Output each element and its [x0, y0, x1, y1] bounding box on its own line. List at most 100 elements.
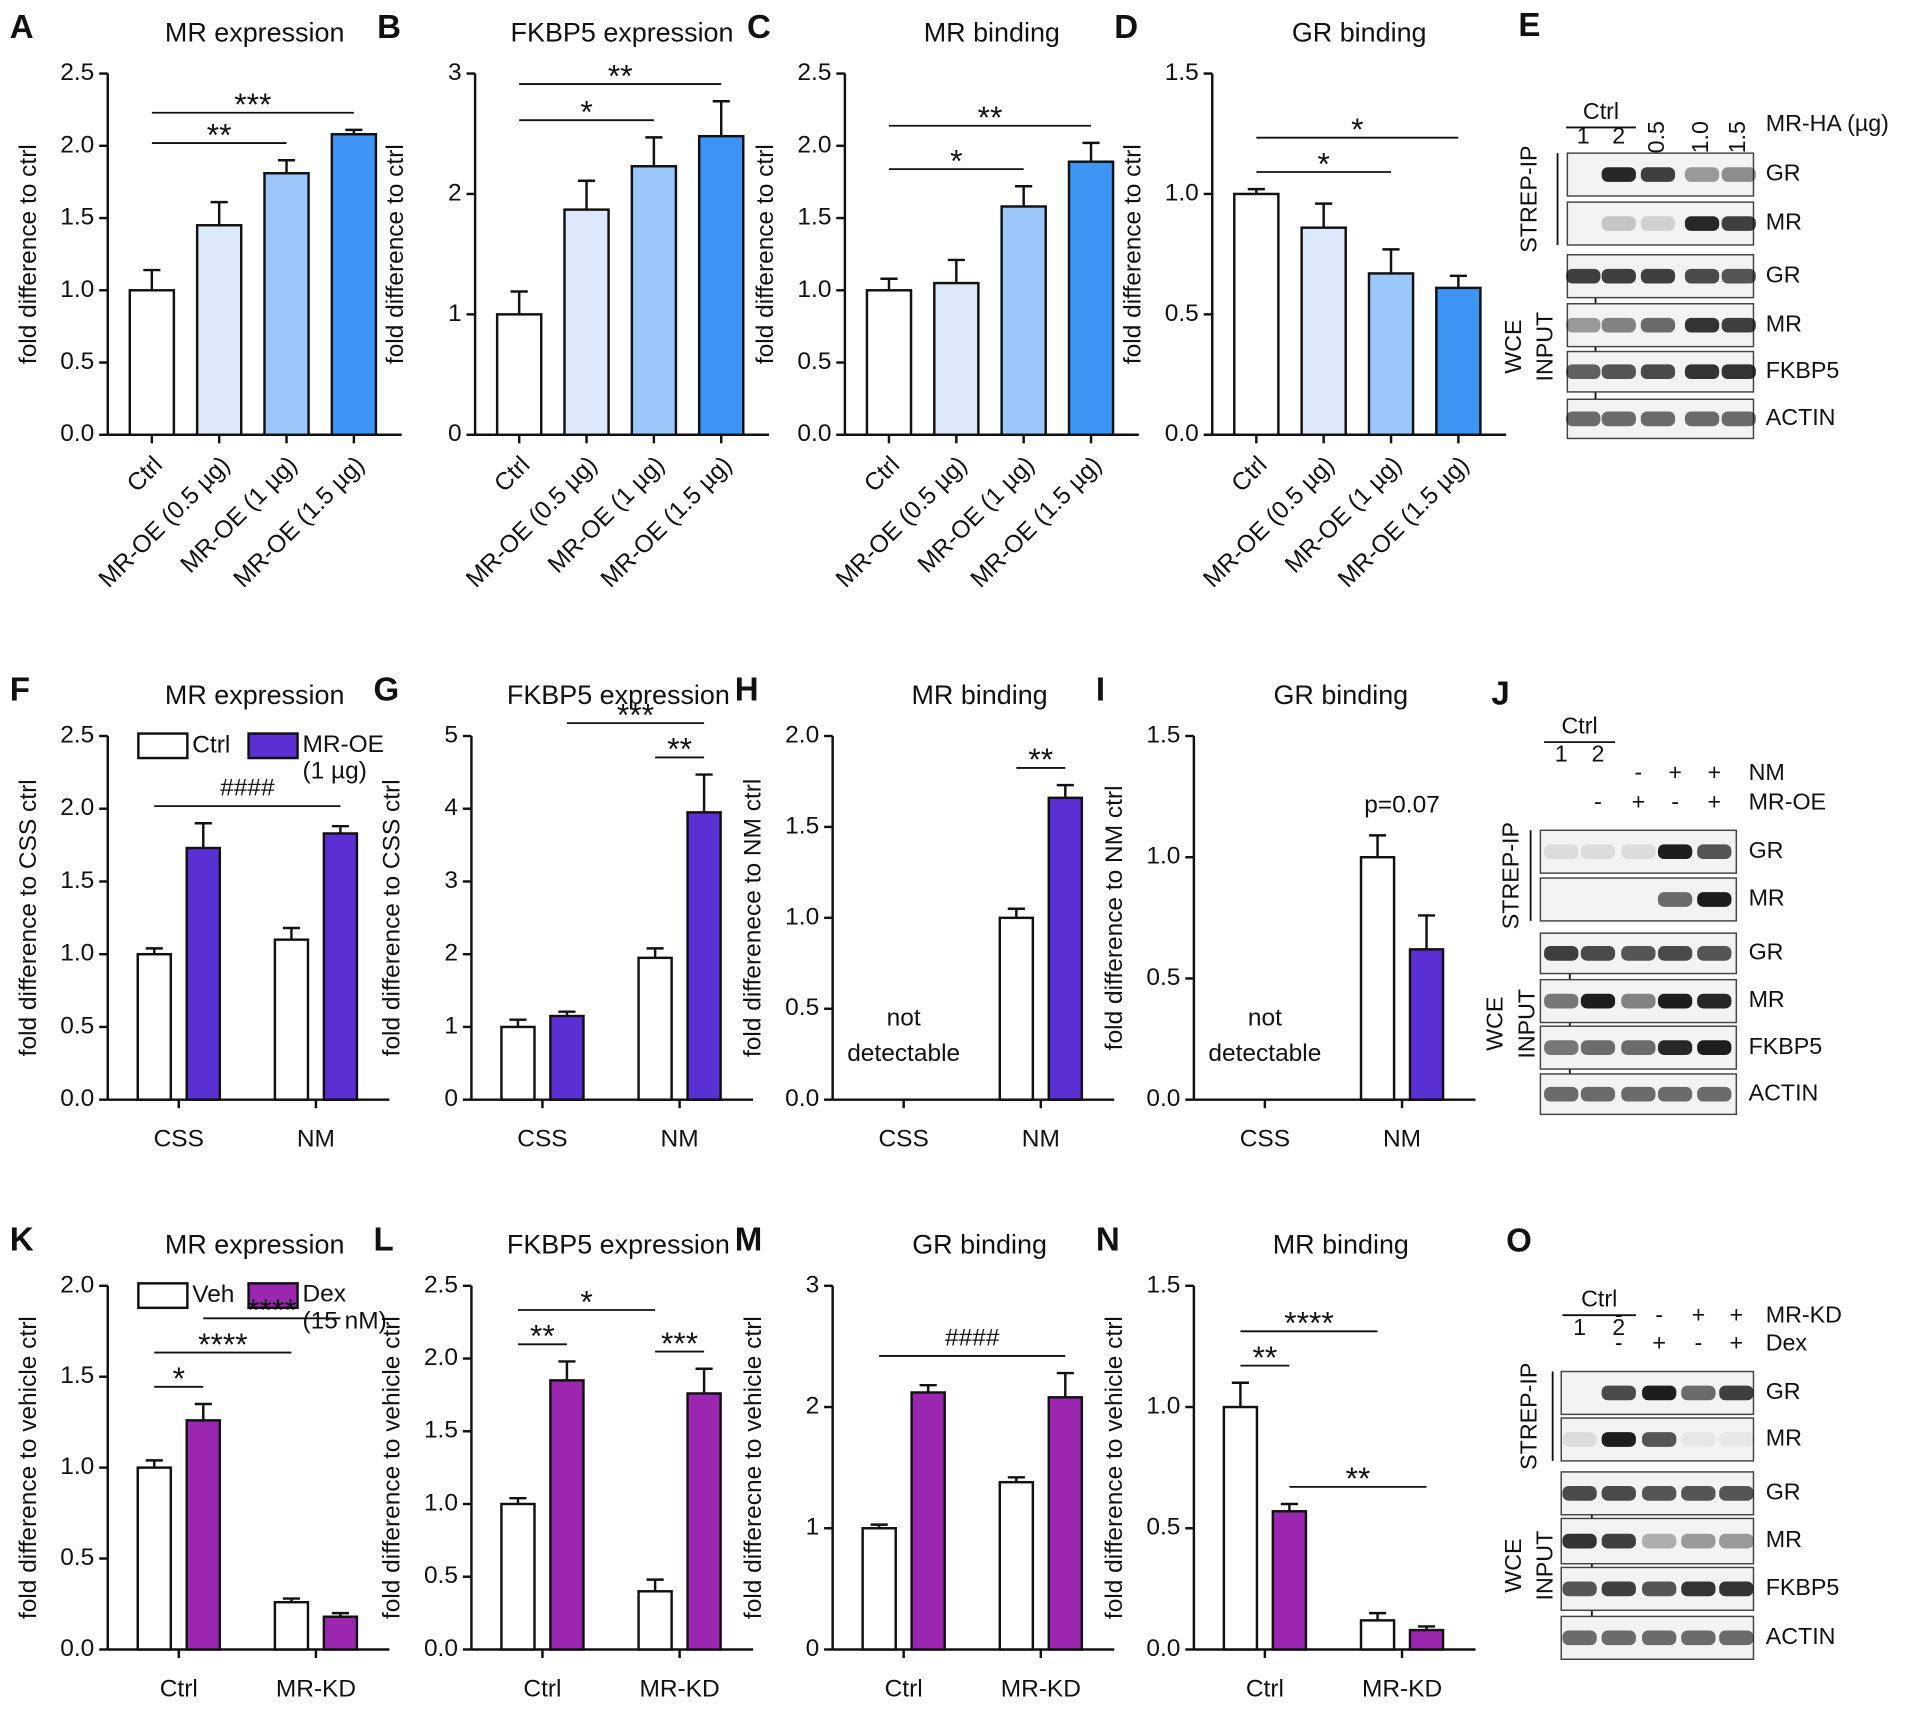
group-label: INPUT — [1532, 312, 1558, 382]
blot-band — [1566, 268, 1601, 284]
blot-band — [1719, 1385, 1754, 1401]
bar — [1359, 856, 1396, 1101]
blot-band — [1562, 1533, 1597, 1549]
x-tick-label: Ctrl — [160, 1675, 198, 1702]
bar — [686, 1392, 722, 1651]
bar — [1408, 948, 1445, 1101]
significance-label: **** — [1284, 1305, 1334, 1341]
x-tick-label: MR-KD — [639, 1675, 719, 1702]
significance-label: *** — [234, 86, 271, 122]
blot-band — [1697, 844, 1732, 860]
x-tick-label: CSS — [1240, 1126, 1290, 1153]
y-tick-label: 0.0 — [1146, 1085, 1180, 1112]
panel-letter: C — [747, 9, 771, 46]
y-tick-label: 0 — [806, 1635, 820, 1662]
note: not — [887, 1004, 921, 1031]
row-label: GR — [1766, 1378, 1801, 1404]
blot-band — [1601, 167, 1636, 182]
blot-band — [1601, 268, 1636, 284]
legend-label: Veh — [192, 1281, 234, 1308]
bar — [1047, 796, 1084, 1101]
legend-key — [247, 732, 299, 760]
blot-band — [1601, 216, 1636, 231]
panel-letter: O — [1506, 1223, 1532, 1260]
x-tick-label: Ctrl — [523, 1675, 561, 1702]
panel-letter: F — [10, 672, 30, 709]
y-tick-label: 1.0 — [60, 276, 94, 303]
x-tick-label: Ctrl — [1246, 1675, 1284, 1702]
bar — [549, 1379, 585, 1651]
lane-label: 1 — [1555, 741, 1568, 767]
bar — [185, 1419, 222, 1651]
blot-band — [1684, 216, 1720, 231]
significance-label: ** — [978, 99, 1003, 135]
blot-band — [1697, 993, 1732, 1009]
y-tick-label: 2 — [448, 179, 462, 206]
x-tick-label: NM — [1383, 1126, 1421, 1153]
condition-mark: + — [1692, 1302, 1706, 1328]
blot-band — [1640, 167, 1676, 182]
x-tick-label: MR-KD — [1362, 1675, 1442, 1702]
condition-mark: - — [1615, 1302, 1623, 1328]
y-tick-label: 2.5 — [60, 59, 94, 86]
row-label: MR — [1766, 1526, 1802, 1552]
row-label: GR — [1766, 261, 1801, 287]
blot-band — [1657, 1086, 1693, 1102]
note: not — [1248, 1004, 1282, 1031]
y-tick-label: 1.0 — [424, 1489, 458, 1516]
significance-label: ** — [1253, 1339, 1278, 1375]
blot-band — [1621, 993, 1656, 1009]
y-axis-label: fold difference to vehicle ctrl — [1101, 1316, 1128, 1619]
chart-title: FKBP5 expression — [507, 680, 730, 710]
y-tick-label: 0.0 — [60, 1085, 94, 1112]
y-axis-label: fold difference to vehicle ctrl — [379, 1316, 406, 1619]
x-tick-label: Ctrl — [885, 1675, 923, 1702]
blot-band — [1601, 1533, 1636, 1549]
y-tick-label: 1.0 — [797, 276, 831, 303]
blot-band — [1721, 411, 1756, 427]
condition-label: MR-OE — [1749, 788, 1827, 814]
blot-band — [1657, 946, 1693, 961]
y-tick-label: 0.5 — [60, 1012, 94, 1039]
y-axis-label: fold difference to ctrl — [1119, 144, 1146, 364]
blot-band — [1684, 411, 1720, 427]
y-axis-label: fold differecne to vehicle ctrl — [740, 1316, 767, 1619]
panel-letter: J — [1491, 675, 1509, 712]
blot-band — [1642, 1486, 1677, 1501]
blot-band — [1580, 1086, 1616, 1102]
bar — [500, 1025, 536, 1101]
bar — [185, 846, 222, 1101]
lane-label: 2 — [1612, 122, 1625, 148]
blot-band — [1681, 1581, 1716, 1597]
bar — [1435, 286, 1482, 437]
bar — [1300, 226, 1347, 437]
y-tick-label: 0.0 — [424, 1635, 458, 1662]
y-tick-label: 2.0 — [797, 131, 831, 158]
blot-band — [1566, 364, 1601, 380]
y-tick-label: 0.0 — [60, 1635, 94, 1662]
y-tick-label: 0.5 — [1165, 300, 1199, 327]
bar — [128, 289, 176, 437]
bar — [1271, 1510, 1308, 1651]
group-label: STREP-IP — [1516, 1363, 1542, 1470]
condition-mark: + — [1730, 1330, 1744, 1356]
blot-band — [1721, 364, 1756, 380]
blot-band — [1681, 1630, 1716, 1646]
condition-label: Dex — [1766, 1330, 1808, 1356]
panel-letter: A — [10, 9, 34, 46]
bar — [1222, 1405, 1259, 1651]
y-tick-label: 4 — [444, 794, 458, 821]
group-label: INPUT — [1513, 989, 1539, 1059]
blot-band — [1621, 946, 1656, 961]
x-tick-label: Ctrl — [489, 451, 535, 497]
blot-band — [1642, 1432, 1677, 1447]
x-tick-label: Ctrl — [1226, 451, 1272, 497]
blot-band — [1562, 1581, 1597, 1597]
chart-title: MR binding — [1273, 1230, 1409, 1260]
significance-label: **** — [247, 1292, 297, 1328]
y-tick-label: 3 — [448, 59, 462, 86]
blot-band — [1640, 411, 1676, 427]
lane-label: 2 — [1591, 741, 1604, 767]
significance-label: **** — [198, 1326, 248, 1362]
